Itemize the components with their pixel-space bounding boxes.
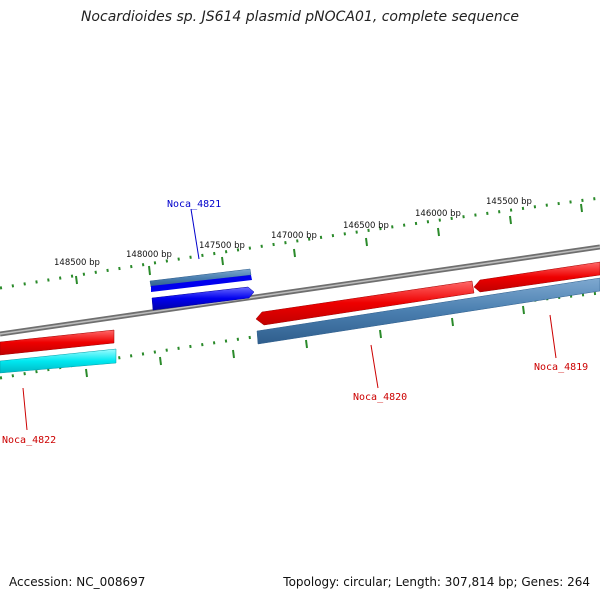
tick-label: 145500 bp (486, 197, 532, 207)
tick-label: 146500 bp (343, 221, 389, 231)
gene-noca-4822[interactable] (0, 329, 117, 374)
plasmid-backbone-highlight (0, 246, 600, 335)
gene-noca-4820[interactable] (255, 280, 475, 326)
accession-label: Accession: NC_008697 (9, 575, 146, 589)
gene-noca-4819[interactable] (473, 261, 600, 293)
leader-line-noca-4821 (190, 208, 200, 260)
tick-label: 147500 bp (199, 241, 245, 251)
tick-label: 148000 bp (126, 250, 172, 260)
leader-line-noca-4820 (370, 344, 379, 389)
tick-label: 147000 bp (271, 231, 317, 241)
tick-label: 146000 bp (415, 209, 461, 219)
major-ticks-outer (75, 203, 583, 285)
tick-ring-outer (0, 196, 600, 290)
cds-band-lower (256, 277, 600, 345)
gene-label-noca-4819[interactable]: Noca_4819 (534, 362, 588, 373)
map-title: Nocardioides sp. JS614 plasmid pNOCA01, … (80, 9, 520, 25)
gene-label-noca-4820[interactable]: Noca_4820 (353, 392, 407, 403)
gene-label-noca-4822[interactable]: Noca_4822 (2, 435, 56, 446)
topology-summary: Topology: circular; Length: 307,814 bp; … (283, 575, 590, 589)
major-ticks-inner (85, 305, 525, 378)
gene-noca-4821[interactable] (149, 268, 255, 311)
leader-line-noca-4822 (22, 387, 28, 431)
tick-label: 148500 bp (54, 258, 100, 268)
gene-label-noca-4821[interactable]: Noca_4821 (167, 199, 221, 210)
leader-line-noca-4819 (549, 314, 557, 359)
